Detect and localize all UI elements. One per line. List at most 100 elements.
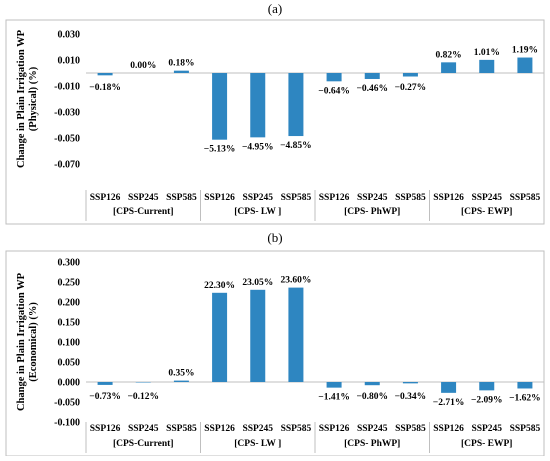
x-group-label: [CPS-Current]	[113, 439, 174, 449]
bar	[250, 73, 265, 137]
x-tick-label: SSP245	[471, 424, 502, 434]
x-tick-label: SSP126	[204, 193, 235, 203]
x-tick-label: SSP126	[90, 424, 121, 434]
data-label: 1.01%	[474, 48, 500, 58]
x-tick-label: SSP126	[433, 424, 464, 434]
panel-label: (a)	[268, 1, 282, 16]
y-tick-label: 0.200	[58, 298, 81, 309]
data-label: 0.00%	[130, 61, 156, 71]
y-tick-label: 0.250	[58, 278, 81, 289]
x-tick-label: SSP245	[128, 424, 159, 434]
panel-label: (b)	[267, 230, 282, 245]
y-tick-label: -0.030	[54, 108, 80, 119]
data-label: 0.82%	[436, 50, 462, 60]
data-label: 0.35%	[168, 369, 194, 379]
y-tick-label: -0.050	[54, 398, 80, 409]
y-tick-label: 0.000	[58, 378, 81, 389]
bar	[365, 73, 380, 79]
x-tick-label: SSP245	[242, 424, 273, 434]
x-group-label: [CPS- PhWP]	[344, 439, 400, 449]
y-axis-label-line: Change in Plain Irrigation WP	[16, 272, 27, 411]
y-tick-label: 0.010	[58, 56, 81, 67]
chart-panel-a: (a) 0.030 0.010 -0.010 -0.030 -0.050 -0.070 Cha…	[6, 1, 544, 224]
bar	[174, 381, 189, 382]
data-label: −5.13%	[204, 145, 236, 155]
bar	[174, 71, 189, 73]
bar	[441, 382, 456, 393]
y-axis-label: Change in Plain Irrigation WP(Economical…	[16, 272, 39, 411]
x-tick-label: SSP585	[395, 424, 426, 434]
x-tick-label: SSP585	[510, 193, 541, 203]
bar	[365, 382, 380, 385]
y-axis-label-line: Change in Plain Irrigation WP	[16, 29, 27, 168]
data-label: −0.12%	[127, 392, 159, 402]
x-tick-label: SSP585	[510, 424, 541, 434]
chart-panel-b: (b) 0.300 0.250 0.200 0.150 0.100 0.050 0.000 -0…	[6, 230, 544, 456]
data-label: −0.18%	[89, 83, 121, 93]
bar	[479, 382, 494, 390]
x-tick-label: SSP585	[281, 193, 312, 203]
y-tick-label: 0.100	[58, 338, 81, 349]
data-label: 1.19%	[512, 46, 538, 56]
data-label: −2.71%	[433, 398, 465, 408]
bar	[441, 62, 456, 73]
x-group-label: [CPS- EWP]	[461, 207, 512, 217]
x-tick-label: SSP245	[471, 193, 502, 203]
data-label: 23.05%	[242, 278, 273, 288]
data-label: −4.85%	[280, 141, 312, 151]
x-tick-label: SSP585	[395, 193, 426, 203]
x-tick-label: SSP126	[90, 193, 121, 203]
y-tick-label: -0.100	[54, 418, 80, 429]
x-tick-label: SSP585	[281, 424, 312, 434]
data-label: −0.80%	[356, 392, 388, 402]
data-label: −4.95%	[242, 142, 274, 152]
bar	[327, 73, 342, 81]
y-tick-label: -0.050	[54, 134, 80, 145]
data-label: 22.30%	[204, 281, 235, 291]
y-tick-label: -0.070	[54, 160, 80, 171]
data-label: −0.27%	[395, 83, 427, 93]
data-label: −2.09%	[471, 395, 503, 405]
x-tick-label: SSP126	[319, 193, 350, 203]
data-label: −0.46%	[356, 84, 388, 94]
bar	[212, 73, 227, 140]
x-group-label: [CPS- LW ]	[234, 439, 281, 449]
x-group-label: [CPS-Current]	[113, 207, 174, 217]
y-tick-label: 0.030	[58, 30, 81, 41]
x-tick-label: SSP245	[357, 424, 388, 434]
data-label: 0.18%	[168, 59, 194, 69]
bar	[517, 382, 532, 388]
bar	[288, 288, 303, 382]
data-label: −0.34%	[395, 392, 427, 402]
x-tick-label: SSP245	[242, 193, 273, 203]
y-axis-label-line: (Physical) (%)	[28, 66, 39, 131]
bar	[212, 293, 227, 382]
y-axis-label-line: (Economical) (%)	[28, 302, 39, 382]
bar	[327, 382, 342, 388]
bar	[98, 73, 113, 75]
bar	[403, 382, 418, 383]
y-tick-label: -0.010	[54, 82, 80, 93]
data-label: −0.64%	[318, 86, 350, 96]
y-axis-label: Change in Plain Irrigation WP(Physical) …	[16, 29, 39, 168]
data-label: 23.60%	[280, 276, 311, 286]
bar	[517, 58, 532, 73]
x-group-label: [CPS- EWP]	[461, 439, 512, 449]
x-tick-label: SSP585	[166, 193, 197, 203]
x-tick-label: SSP126	[204, 424, 235, 434]
x-tick-label: SSP126	[433, 193, 464, 203]
data-label: −1.41%	[318, 393, 350, 403]
bar	[288, 73, 303, 136]
bar	[250, 290, 265, 382]
y-tick-label: 0.150	[58, 318, 81, 329]
y-tick-label: 0.050	[58, 358, 81, 369]
y-tick-label: 0.300	[58, 258, 81, 269]
x-group-label: [CPS- PhWP]	[344, 207, 400, 217]
x-tick-label: SSP126	[319, 424, 350, 434]
x-group-label: [CPS- LW ]	[234, 207, 281, 217]
data-label: −0.73%	[89, 392, 121, 402]
x-tick-label: SSP245	[357, 193, 388, 203]
bar	[479, 60, 494, 73]
